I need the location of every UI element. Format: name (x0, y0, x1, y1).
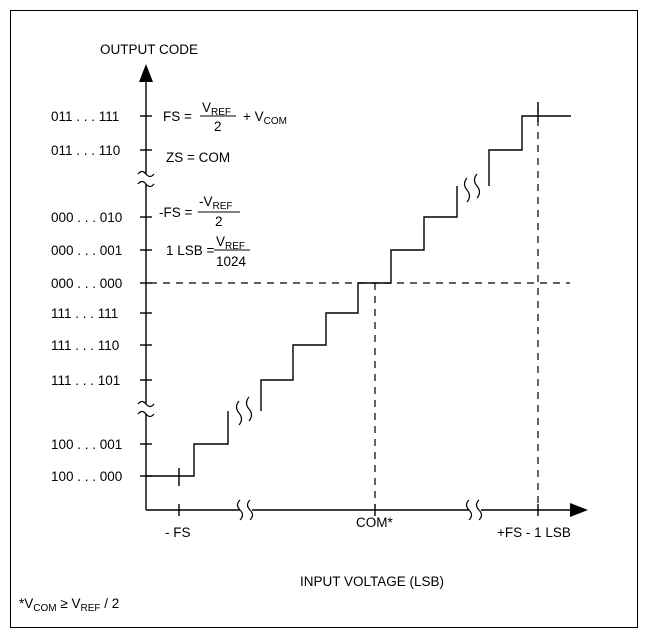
y-code-label: 011 . . . 110 (51, 143, 120, 158)
y-code-label: 000 . . . 010 (51, 210, 122, 225)
svg-text:2: 2 (214, 119, 222, 134)
x-label-com: COM* (356, 515, 393, 530)
y-code-label: 011 . . . 111 (51, 109, 119, 124)
y-code-label: 100 . . . 001 (51, 437, 122, 452)
y-code-label: 000 . . . 001 (51, 243, 122, 258)
svg-text:FS =: FS = (163, 109, 192, 124)
svg-text:1024: 1024 (216, 254, 247, 269)
svg-text:VREF: VREF (202, 100, 231, 118)
svg-text:-FS =: -FS = (159, 205, 192, 220)
x-label-neg-fs: - FS (165, 525, 191, 540)
fs-equation: FS = VREF 2 + VCOM (163, 100, 287, 134)
zs-equation: ZS = COM (166, 150, 230, 165)
svg-text:VREF: VREF (216, 234, 245, 252)
y-code-label: 111 . . . 110 (51, 338, 119, 353)
x-label-pos-fs: +FS - 1 LSB (497, 525, 571, 540)
footnote: *VCOM ≥ VREF / 2 (19, 596, 119, 614)
svg-text:1 LSB =: 1 LSB = (166, 243, 215, 258)
y-axis-title: OUTPUT CODE (100, 42, 198, 57)
y-axis-break-bottom (137, 400, 155, 418)
y-code-label: 111 . . . 111 (51, 306, 118, 321)
svg-text:+ VCOM: + VCOM (243, 109, 287, 127)
svg-text:2: 2 (215, 214, 223, 229)
transfer-staircase (146, 115, 571, 477)
x-axis-break-left (236, 499, 254, 521)
y-axis-arrow (139, 64, 153, 82)
y-code-labels: 011 . . . 111 011 . . . 110 000 . . . 01… (51, 109, 122, 484)
y-code-label: 100 . . . 000 (51, 469, 122, 484)
x-axis-title: INPUT VOLTAGE (LSB) (300, 574, 444, 589)
x-axis-arrow (570, 503, 588, 517)
staircase-break-lower (235, 396, 253, 426)
neg-fs-equation: -FS = -VREF 2 (159, 194, 240, 229)
y-code-label: 000 . . . 000 (51, 276, 122, 291)
y-axis-break-top (137, 170, 155, 188)
svg-text:-VREF: -VREF (199, 194, 233, 212)
staircase-break-upper (463, 173, 481, 203)
x-axis-break-right (465, 499, 483, 521)
lsb-equation: 1 LSB = VREF 1024 (166, 234, 250, 269)
diagram-frame (10, 10, 638, 628)
y-code-label: 111 . . . 101 (51, 373, 120, 388)
